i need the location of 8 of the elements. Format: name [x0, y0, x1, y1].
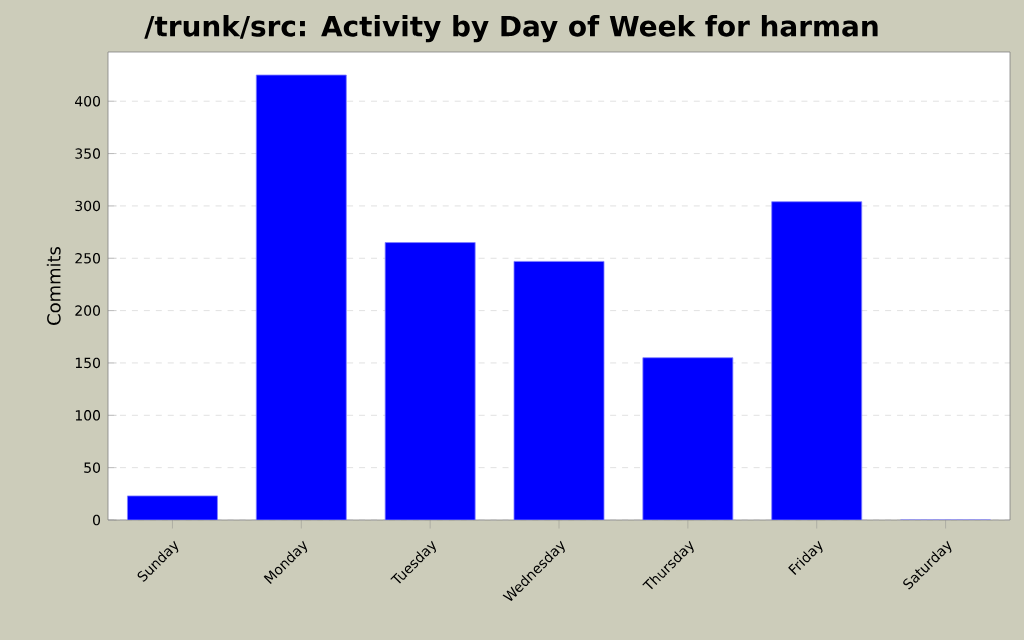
bar	[513, 260, 605, 520]
chart-title: /trunk/src: Activity by Day of Week for harman	[144, 15, 878, 43]
bar	[642, 357, 734, 520]
bar	[384, 242, 476, 520]
bar	[255, 74, 347, 520]
bar	[771, 201, 863, 520]
bar	[127, 495, 218, 520]
y-axis-title: Commits	[46, 246, 61, 325]
